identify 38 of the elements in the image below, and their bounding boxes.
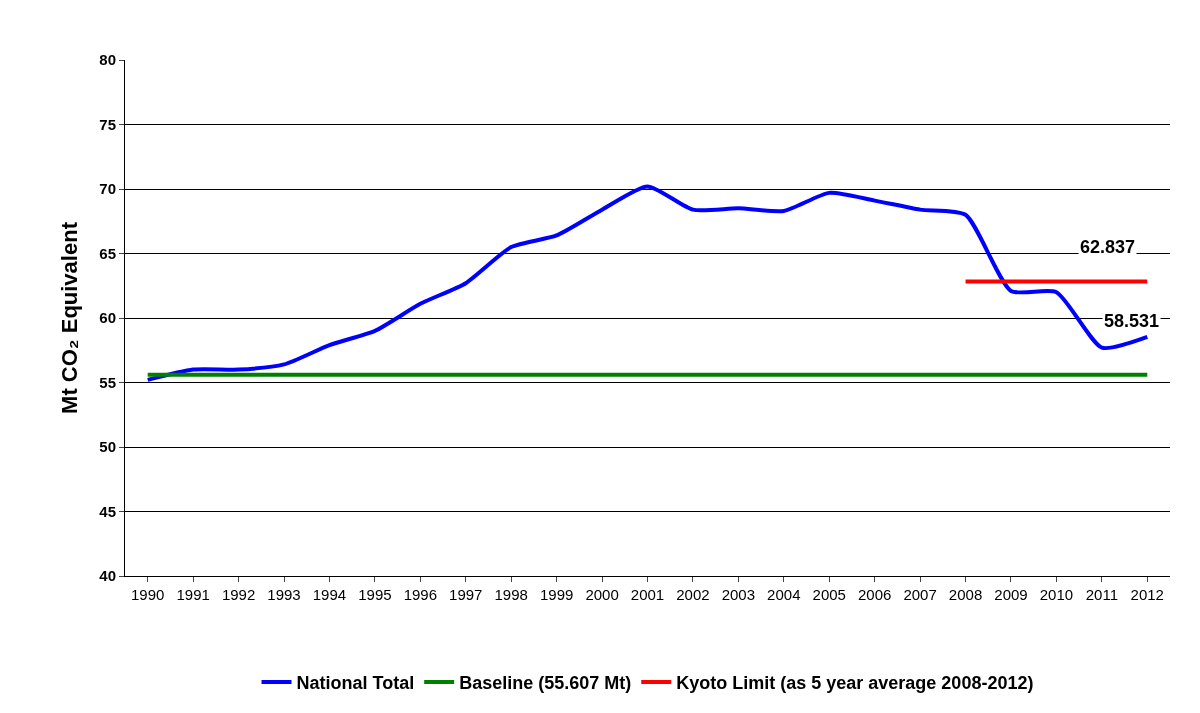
x-tick-label: 2004 [767,586,801,603]
y-tick-label: 80 [99,51,116,69]
x-tick-label: 2009 [994,586,1028,603]
y-tick-label: 50 [99,438,116,456]
legend-label: Kyoto Limit (as 5 year average 2008-2012) [676,672,1034,693]
x-tick-label: 2012 [1130,586,1164,603]
x-tick-label: 1996 [403,586,438,603]
x-tick-label: 2008 [948,586,983,603]
x-tick-label: 1992 [221,586,256,603]
data-label: 58.531 [1104,311,1160,331]
y-tick-label: 65 [99,244,116,262]
y-tick-label: 75 [99,115,116,133]
x-tick-label: 1998 [494,586,528,603]
x-tick-label: 1993 [267,586,301,603]
legend-label: National Total [296,672,415,693]
x-tick-label: 1997 [449,586,483,603]
x-tick-label: 2000 [585,586,619,603]
x-tick-label: 2003 [721,586,756,603]
x-tick-label: 2007 [903,586,937,603]
x-tick-label: 1990 [131,586,165,603]
x-tick-label: 1999 [539,586,574,603]
y-tick-label: 45 [99,502,116,520]
y-tick-label: 55 [99,373,116,391]
x-tick-label: 2005 [812,586,846,603]
x-tick-label: 2010 [1039,586,1074,603]
x-tick-label: 2011 [1085,586,1118,603]
y-tick-label: 60 [99,309,116,327]
data-label: 62.837 [1080,237,1136,257]
y-tick-label: 40 [99,567,116,585]
legend-label: Baseline (55.607 Mt) [459,672,632,693]
x-tick-label: 1994 [312,586,347,603]
x-tick-label: 2002 [676,586,710,603]
y-tick-label: 70 [99,180,116,198]
x-tick-label: 2006 [857,586,892,603]
x-tick-label: 1995 [358,586,392,603]
x-tick-label: 1991 [176,586,210,603]
x-tick-label: 2001 [630,586,665,603]
y-axis-title: Mt CO₂ Equivalent [57,221,83,414]
